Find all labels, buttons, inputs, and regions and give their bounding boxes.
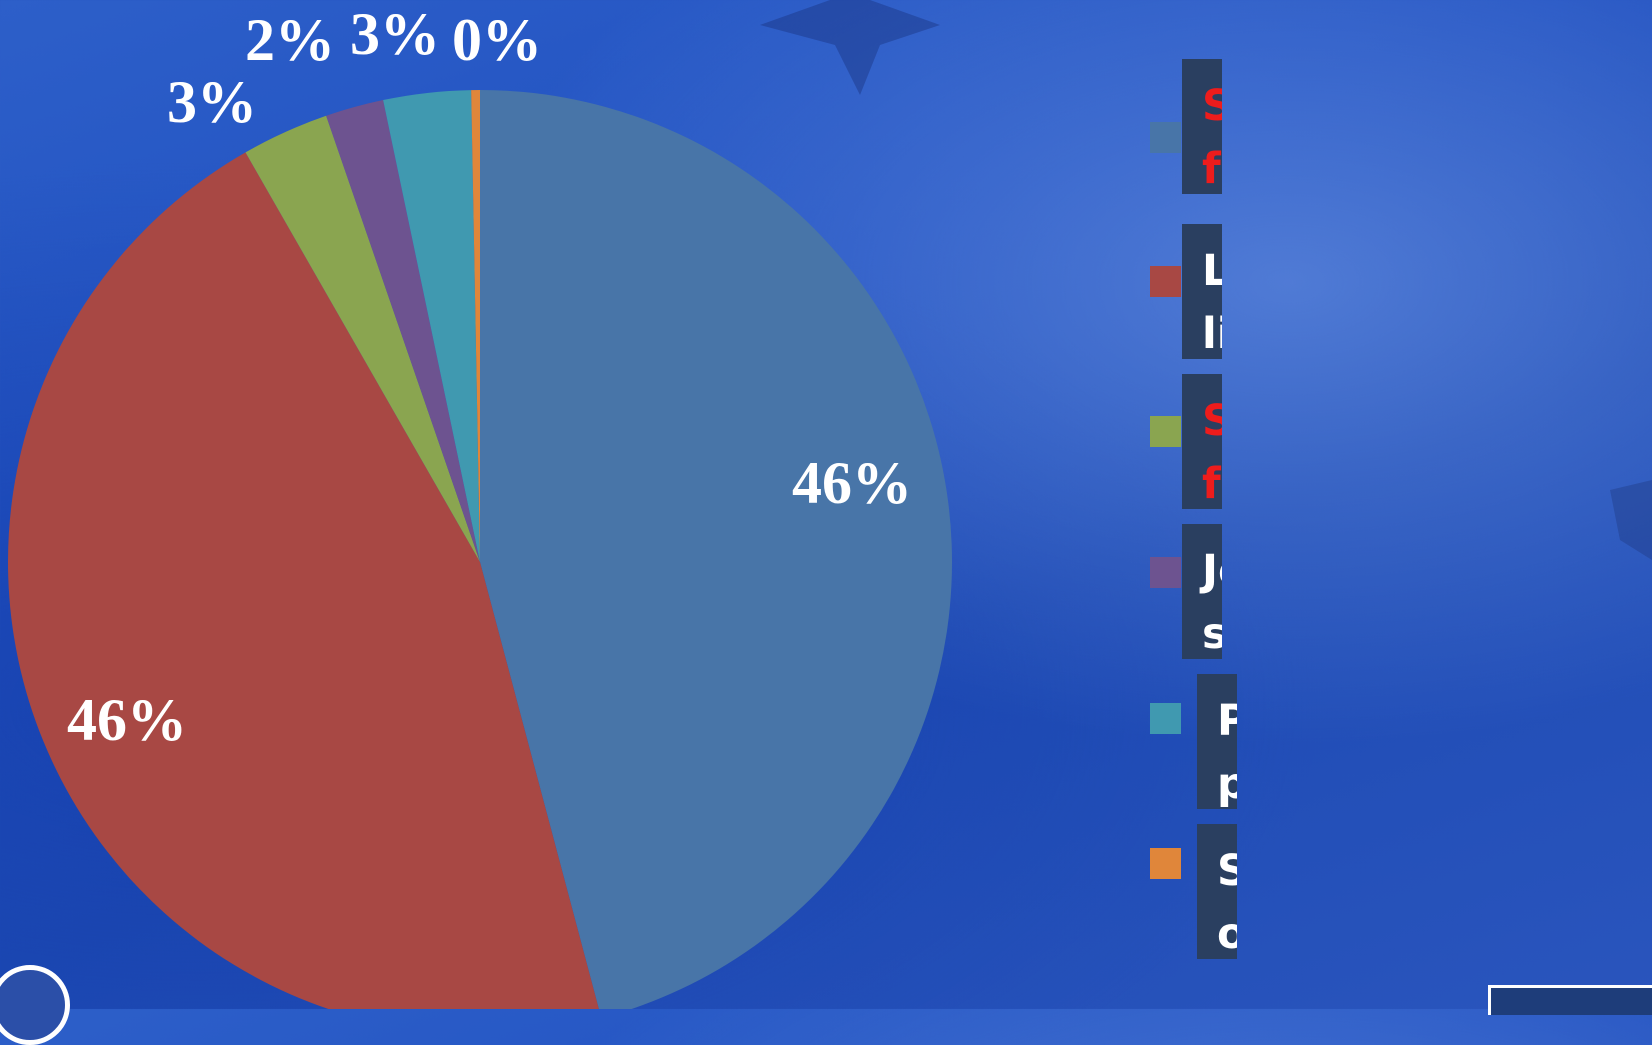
pie-slice — [245, 115, 480, 563]
pie-data-label: 3% — [167, 69, 257, 135]
legend-label: Public private partnerships — [1197, 674, 1237, 809]
pie-slices — [8, 90, 952, 1009]
legend-swatch — [1150, 416, 1181, 447]
logo-left-emblem — [0, 965, 70, 1045]
legend-label: Small farmers associations — [1182, 374, 1222, 509]
legend-label: Small family run farming companies — [1182, 59, 1222, 194]
pie-data-label: 2% — [245, 7, 335, 73]
background-star-shape — [1610, 480, 1652, 560]
legend-label: Limited liability farming companies — [1182, 224, 1222, 359]
pie-data-label: 46% — [792, 450, 912, 516]
pie-chart: 46%46%3%2% 3% 0% — [8, 1, 952, 1009]
pie-data-label: 0% — [452, 7, 542, 73]
legend-swatch — [1150, 703, 1181, 734]
pie-slice — [326, 100, 480, 562]
background-star-shape — [760, 0, 940, 95]
pie-slice — [383, 90, 480, 563]
legend-label: State owned companies — [1197, 824, 1237, 959]
pie-data-label: 3% — [350, 1, 440, 67]
pie-labels: 46%46%3%2% 3% 0% — [67, 1, 912, 753]
legend-swatch — [1150, 557, 1181, 588]
logo-right-emblem — [1488, 985, 1652, 1015]
pie-slice — [471, 90, 480, 562]
pie-slice — [480, 90, 952, 1009]
legend-swatch — [1150, 848, 1181, 879]
pie-data-label: 46% — [67, 687, 187, 753]
background-decoration — [760, 0, 1652, 560]
pie-slice — [8, 152, 599, 1009]
legend-label: Joint stock companies — [1182, 524, 1222, 659]
legend-swatch — [1150, 266, 1181, 297]
legend-swatch — [1150, 122, 1181, 153]
